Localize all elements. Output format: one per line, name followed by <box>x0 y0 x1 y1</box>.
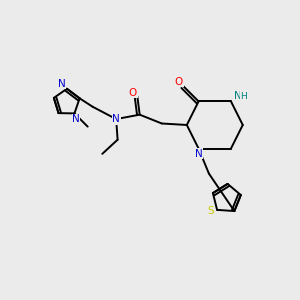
Text: S: S <box>207 206 214 216</box>
Text: N: N <box>112 114 120 124</box>
Text: H: H <box>240 92 247 100</box>
Text: O: O <box>175 77 183 87</box>
Text: N: N <box>58 79 65 89</box>
Text: O: O <box>129 88 137 98</box>
Text: N: N <box>234 91 241 101</box>
Text: N: N <box>72 114 80 124</box>
Text: N: N <box>195 149 203 159</box>
